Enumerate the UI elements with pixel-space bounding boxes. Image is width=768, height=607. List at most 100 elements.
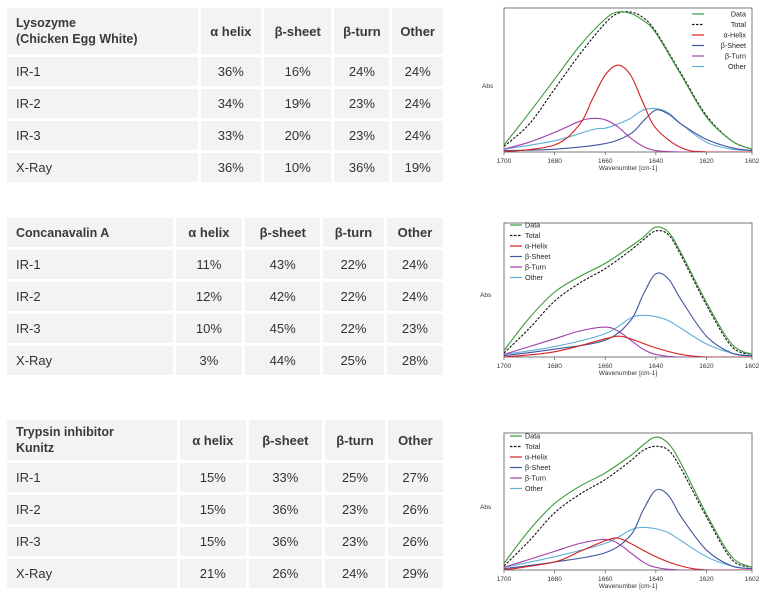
cell-other: 19% [392, 153, 443, 182]
table-row: IR-1 36% 16% 24% 24% [7, 57, 443, 86]
row-label: IR-2 [7, 282, 173, 311]
protein-name-line-1: Trypsin inhibitor [16, 425, 114, 439]
table-row: IR-3 15% 36% 23% 26% [7, 527, 443, 556]
x-tick-label: 1620 [699, 363, 714, 370]
series-line-beta-sheet [504, 109, 752, 152]
x-tick-label: 1680 [547, 576, 562, 583]
table-row: IR-1 11% 43% 22% 24% [7, 250, 443, 279]
row-label: IR-2 [7, 495, 178, 524]
column-header-beta-turn: β-turn [334, 8, 390, 54]
x-tick-label: 1620 [699, 158, 714, 165]
cell-alpha-helix: 21% [180, 559, 246, 588]
cell-beta-turn: 36% [334, 153, 390, 182]
column-header-alpha-helix: α helix [175, 218, 243, 247]
cell-alpha-helix: 12% [175, 282, 243, 311]
x-tick-label: 1700 [497, 576, 512, 583]
cell-beta-turn: 23% [325, 527, 385, 556]
cell-alpha-helix: 11% [175, 250, 243, 279]
cell-alpha-helix: 10% [175, 314, 243, 343]
protein-name-cell: Concanavalin A [7, 218, 173, 247]
cell-alpha-helix: 33% [200, 121, 261, 150]
x-axis-label: Wavenumber [cm-1] [599, 370, 657, 377]
x-tick-label: 1700 [497, 363, 512, 370]
column-header-beta-sheet: β-sheet [248, 420, 323, 460]
legend-label-total: Total [525, 442, 541, 451]
cell-other: 27% [387, 463, 443, 492]
legend-label-data: Data [525, 221, 540, 230]
y-axis-label: Abs [482, 83, 494, 90]
legend-label-other: Other [525, 484, 544, 493]
trypsin-inhibitor-table: Trypsin inhibitor Kunitz α helix β-sheet … [4, 417, 446, 591]
table-row: X-Ray 21% 26% 24% 29% [7, 559, 443, 588]
column-header-other: Other [387, 420, 443, 460]
cell-other: 28% [386, 346, 443, 375]
legend-label-beta-sheet: β-Sheet [721, 41, 746, 50]
legend-label-data: Data [525, 432, 540, 441]
x-tick-label: 1640 [649, 363, 664, 370]
row-label: IR-1 [7, 57, 198, 86]
table-row: IR-3 10% 45% 22% 23% [7, 314, 443, 343]
cell-beta-sheet: 16% [263, 57, 332, 86]
column-header-other: Other [392, 8, 443, 54]
x-tick-label: 1640 [649, 158, 664, 165]
x-tick-label: 1700 [497, 158, 512, 165]
cell-beta-sheet: 33% [248, 463, 323, 492]
cell-beta-sheet: 36% [248, 495, 323, 524]
series-line-total [504, 445, 752, 568]
series-line-beta-turn [504, 326, 752, 357]
column-header-alpha-helix: α helix [180, 420, 246, 460]
cell-other: 26% [387, 495, 443, 524]
table-row: IR-3 33% 20% 23% 24% [7, 121, 443, 150]
x-axis-label: Wavenumber [cm-1] [599, 165, 657, 172]
protein-name-line-1: Concanavalin A [16, 225, 110, 240]
cell-alpha-helix: 15% [180, 463, 246, 492]
x-tick-label: 1680 [547, 158, 562, 165]
cell-other: 24% [386, 282, 443, 311]
row-label: IR-1 [7, 250, 173, 279]
series-line-alpha-helix [504, 335, 752, 357]
series-line-data [504, 226, 752, 355]
column-header-beta-sheet: β-sheet [245, 218, 321, 247]
cell-beta-turn: 23% [325, 495, 385, 524]
legend-label-alpha-helix: α-Helix [723, 31, 746, 40]
series-line-other [504, 526, 752, 570]
series-line-data [504, 436, 752, 568]
legend-label-data: Data [731, 10, 746, 19]
series-group [504, 226, 752, 357]
legend-label-total: Total [731, 20, 747, 29]
cell-beta-turn: 24% [334, 57, 390, 86]
legend-label-other: Other [525, 273, 544, 282]
cell-other: 24% [392, 89, 443, 118]
x-tick-label: 1602 [745, 158, 760, 165]
protein-name-line-2: Kunitz [16, 441, 55, 455]
table-row: IR-2 15% 36% 23% 26% [7, 495, 443, 524]
cell-alpha-helix: 34% [200, 89, 261, 118]
row-label: X-Ray [7, 153, 198, 182]
cell-beta-turn: 22% [323, 250, 384, 279]
cell-beta-turn: 22% [323, 314, 384, 343]
legend-label-total: Total [525, 231, 541, 240]
concanavalin-spectrum-chart: 1700 1680 1660 1640 1620 1602 Wavenumber [cm-1… [480, 221, 760, 378]
series-line-alpha-helix [504, 537, 752, 570]
column-header-beta-turn: β-turn [323, 218, 384, 247]
table-row: IR-2 34% 19% 23% 24% [7, 89, 443, 118]
cell-beta-turn: 25% [323, 346, 384, 375]
series-line-total [504, 11, 752, 150]
protein-name-line-2: (Chicken Egg White) [16, 32, 138, 46]
lysozyme-spectrum-chart: 1700 1680 1660 1640 1620 1602 Wavenumber [cm-1… [482, 7, 760, 172]
legend-label-beta-turn: β-Turn [525, 263, 546, 272]
series-group [504, 436, 752, 570]
plot-frame [503, 432, 753, 571]
x-tick-label: 1620 [699, 576, 714, 583]
cell-beta-sheet: 42% [245, 282, 321, 311]
y-axis-label: Abs [480, 292, 492, 299]
column-header-other: Other [386, 218, 443, 247]
trypsin-inhibitor-spectrum-chart: 1700 1680 1660 1640 1620 1602 Wavenumber [cm-1… [480, 432, 760, 591]
x-tick-label: 1660 [598, 576, 613, 583]
cell-beta-sheet: 36% [248, 527, 323, 556]
lysozyme-table: Lysozyme (Chicken Egg White) α helix β-sh… [4, 5, 446, 185]
protein-name-cell: Lysozyme (Chicken Egg White) [7, 8, 198, 54]
